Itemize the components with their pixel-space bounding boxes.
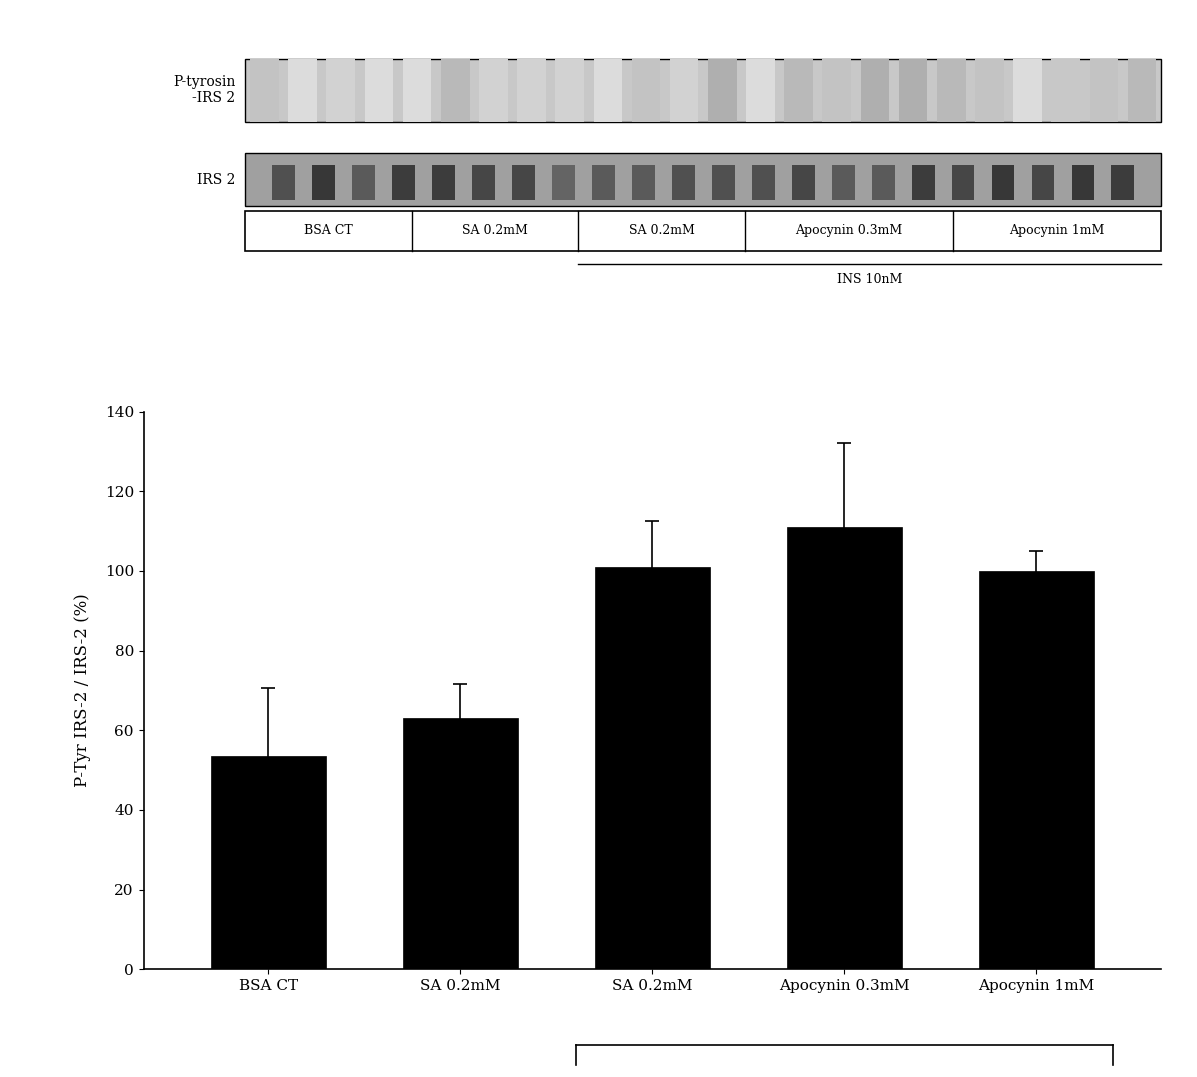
Bar bbox=[512, 165, 535, 199]
Bar bbox=[440, 59, 469, 122]
Bar bbox=[861, 59, 889, 122]
Bar bbox=[352, 165, 375, 199]
Bar bbox=[595, 567, 710, 969]
Bar bbox=[871, 165, 894, 199]
Bar bbox=[937, 59, 966, 122]
Bar bbox=[1112, 165, 1135, 199]
Text: P-tyrosin
-IRS 2: P-tyrosin -IRS 2 bbox=[172, 75, 235, 106]
Bar bbox=[327, 59, 356, 122]
Bar bbox=[791, 165, 815, 199]
Text: SA 0.2mM: SA 0.2mM bbox=[628, 224, 694, 237]
Text: IRS 2: IRS 2 bbox=[196, 172, 235, 186]
Bar bbox=[211, 756, 326, 969]
Bar bbox=[952, 165, 974, 199]
Bar bbox=[672, 165, 694, 199]
Text: SA 0.2mM: SA 0.2mM bbox=[462, 224, 528, 237]
Bar bbox=[1071, 165, 1094, 199]
Bar bbox=[479, 59, 508, 122]
Bar bbox=[784, 59, 813, 122]
Bar bbox=[552, 165, 575, 199]
Bar bbox=[365, 59, 394, 122]
Bar bbox=[1128, 59, 1156, 122]
Bar bbox=[976, 59, 1004, 122]
Bar bbox=[899, 59, 928, 122]
Bar bbox=[1051, 59, 1080, 122]
Text: Apocynin 0.3mM: Apocynin 0.3mM bbox=[795, 224, 903, 237]
Bar bbox=[1013, 59, 1041, 122]
Bar bbox=[912, 165, 935, 199]
Bar bbox=[1032, 165, 1055, 199]
Text: BSA CT: BSA CT bbox=[304, 224, 353, 237]
Bar bbox=[707, 59, 736, 122]
Bar bbox=[403, 718, 518, 969]
Bar bbox=[670, 59, 699, 122]
Text: INS 10nM: INS 10nM bbox=[837, 274, 903, 286]
Bar bbox=[517, 59, 546, 122]
Bar bbox=[272, 165, 294, 199]
Bar bbox=[288, 59, 317, 122]
Bar bbox=[245, 211, 1161, 251]
Y-axis label: P-Tyr IRS-2 / IRS-2 (%): P-Tyr IRS-2 / IRS-2 (%) bbox=[74, 593, 91, 787]
Bar bbox=[250, 59, 279, 122]
Bar bbox=[1089, 59, 1118, 122]
Bar bbox=[632, 165, 655, 199]
Bar bbox=[594, 59, 622, 122]
Bar bbox=[991, 165, 1015, 199]
Bar bbox=[712, 165, 735, 199]
Bar bbox=[832, 165, 855, 199]
Bar bbox=[245, 153, 1161, 207]
Bar bbox=[632, 59, 661, 122]
Bar bbox=[555, 59, 584, 122]
Bar bbox=[312, 165, 335, 199]
Bar bbox=[472, 165, 494, 199]
Bar bbox=[752, 165, 774, 199]
Bar bbox=[786, 527, 901, 969]
Bar bbox=[432, 165, 455, 199]
Bar bbox=[979, 571, 1094, 969]
Bar bbox=[746, 59, 774, 122]
Bar bbox=[591, 165, 615, 199]
Text: Apocynin 1mM: Apocynin 1mM bbox=[1009, 224, 1105, 237]
Bar bbox=[391, 165, 415, 199]
Bar bbox=[822, 59, 851, 122]
Bar bbox=[245, 59, 1161, 122]
Bar bbox=[402, 59, 431, 122]
